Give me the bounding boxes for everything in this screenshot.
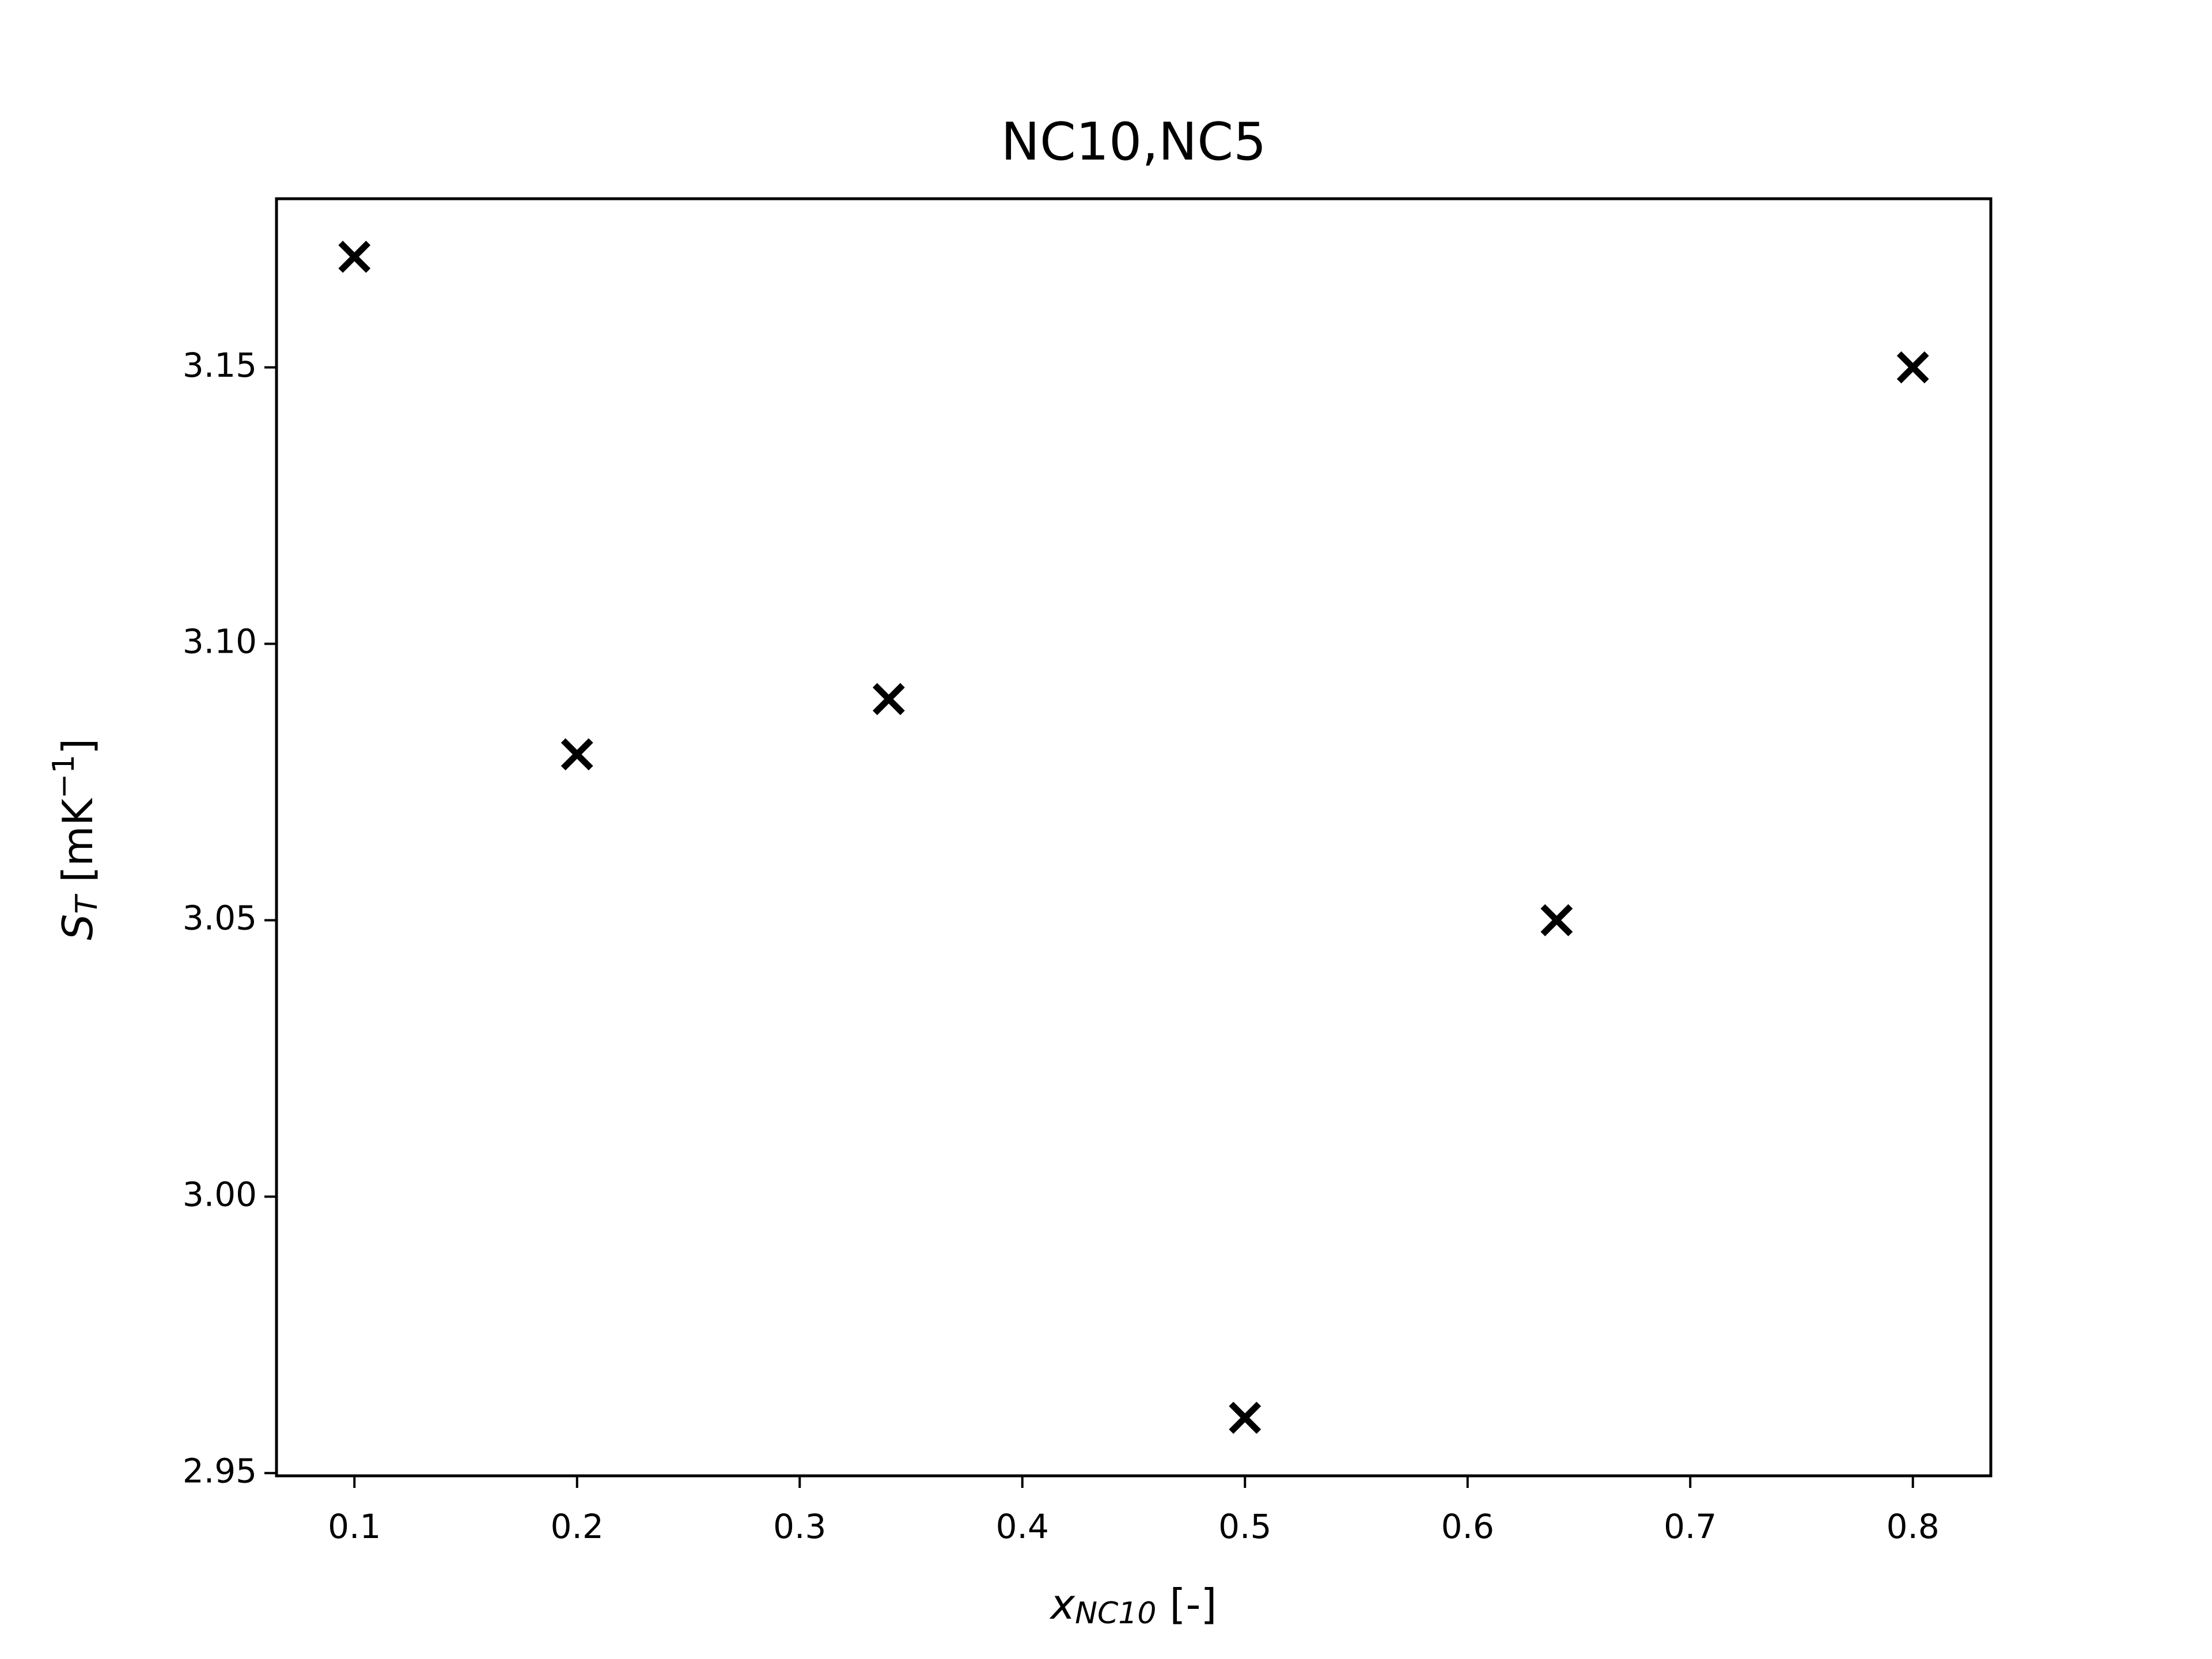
scatter-point <box>872 683 905 715</box>
x-tick-label: 0.5 <box>1218 1507 1271 1546</box>
y-label-sub: T <box>70 893 104 914</box>
chart-title: NC10,NC5 <box>1001 112 1267 172</box>
y-label-sup: −1 <box>47 755 81 799</box>
scatter-point <box>1896 351 1929 384</box>
y-tick-label: 2.95 <box>183 1451 257 1490</box>
y-tick-label: 3.15 <box>183 346 257 385</box>
y-label-rest: [mK <box>54 798 102 896</box>
y-tick-label: 3.00 <box>183 1175 257 1214</box>
x-tick-label: 0.8 <box>1887 1507 1940 1546</box>
y-tick-label: 3.05 <box>183 899 257 938</box>
x-tick-label: 0.4 <box>996 1507 1049 1546</box>
y-label-end: ] <box>54 738 102 755</box>
y-tick-label: 3.10 <box>183 622 257 661</box>
scatter-point <box>338 240 371 273</box>
x-tick-label: 0.2 <box>551 1507 604 1546</box>
x-tick-label: 0.3 <box>773 1507 826 1546</box>
x-label-rest: [-] <box>1156 1580 1217 1628</box>
x-axis-label: xNC10 [-] <box>1049 1580 1217 1631</box>
x-tick-label: 0.6 <box>1441 1507 1494 1546</box>
x-label-sub: NC10 <box>1075 1596 1156 1631</box>
y-label-base: S <box>54 914 102 941</box>
scatter-point <box>1540 904 1573 937</box>
scatter-point <box>1229 1402 1262 1434</box>
plot-frame <box>275 197 1993 1478</box>
x-tick-label: 0.7 <box>1664 1507 1717 1546</box>
x-label-base: x <box>1049 1580 1075 1628</box>
scatter-point <box>560 738 593 771</box>
x-tick-label: 0.1 <box>328 1507 381 1546</box>
y-axis-label: ST [mK−1] <box>47 738 104 941</box>
